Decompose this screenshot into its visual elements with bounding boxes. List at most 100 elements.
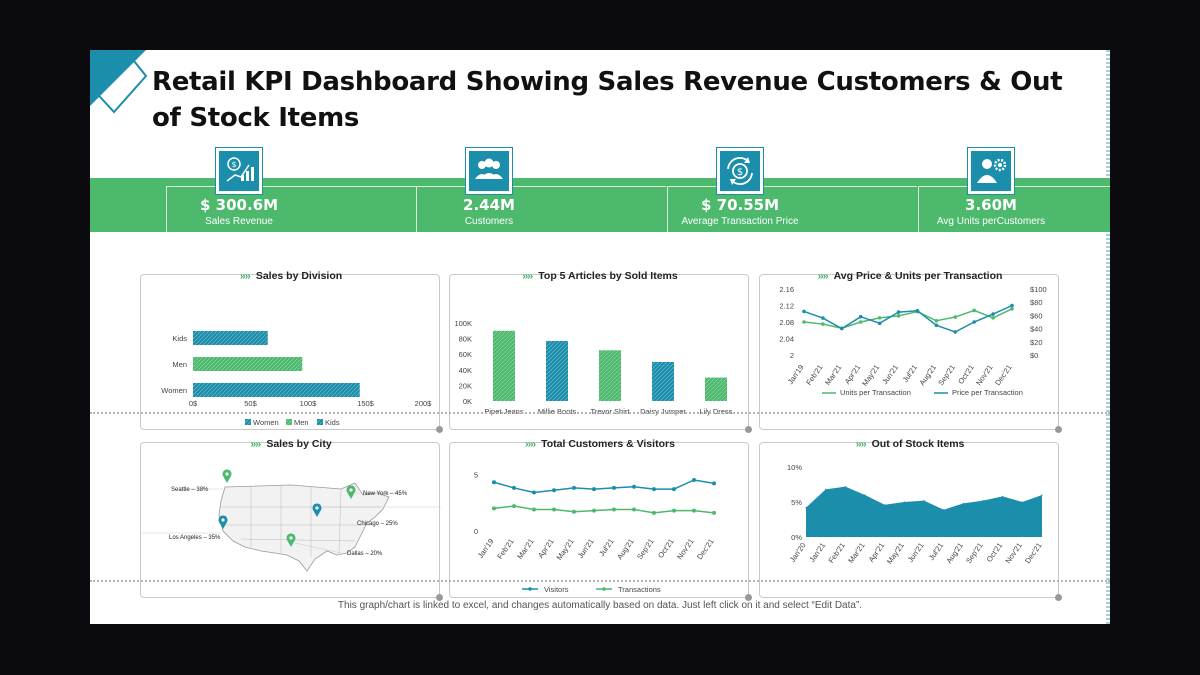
map-pin-icon: [222, 469, 232, 483]
data-point: [802, 320, 806, 324]
tick-label: 0%: [791, 533, 802, 542]
kpi-sales-revenue: $ $ 300.6M Sales Revenue: [166, 148, 416, 232]
data-point: [492, 506, 496, 511]
tick-label: 20K: [459, 381, 472, 390]
category-label: Dec'21: [1023, 541, 1044, 565]
category-label: Oct'21: [985, 541, 1005, 564]
articles-bar-chart: 0K 20K 40K 60K 80K 100K Pipet Jeans Millie Boot…: [454, 319, 733, 416]
data-point: [962, 502, 964, 504]
category-label: Lily Dress: [700, 407, 733, 416]
data-point: [991, 312, 995, 316]
map-pin-icon: [218, 515, 228, 529]
bar: [652, 362, 674, 401]
data-point: [934, 318, 939, 323]
data-point: [652, 510, 656, 515]
category-label: Kids: [172, 334, 187, 343]
category-label: Trevor Shirt: [591, 407, 631, 416]
separator: [90, 412, 1110, 414]
data-point: [672, 508, 676, 513]
tick-label: 50$: [244, 399, 257, 408]
tick-label: 0$: [189, 399, 198, 408]
chart-title: Out of Stock Items: [871, 438, 965, 450]
data-point: [712, 481, 716, 486]
data-point: [712, 510, 716, 515]
data-point: [982, 500, 984, 502]
legend-entry: Visitors: [544, 585, 569, 594]
state-border: [338, 488, 342, 554]
category-label: Apr'21: [536, 537, 556, 560]
data-point: [692, 478, 696, 482]
data-point: [821, 316, 825, 320]
category-label: Jan'19: [786, 363, 806, 386]
category-label: May'21: [885, 541, 906, 566]
tick-label: 5%: [791, 498, 802, 507]
data-point: [1010, 303, 1014, 308]
map-pin-icon: [312, 503, 322, 517]
bar: [599, 350, 621, 401]
category-label: May'21: [555, 537, 576, 562]
city-label: Seattle – 38%: [171, 487, 209, 493]
category-label: Nov'21: [675, 537, 696, 561]
tick-label: 100K: [454, 319, 472, 328]
bar: [546, 340, 568, 401]
data-point: [821, 322, 825, 326]
bar: [193, 357, 303, 371]
category-label: Aug'21: [615, 537, 636, 561]
category-label: Nov'21: [1003, 541, 1024, 565]
state-border: [240, 538, 356, 542]
category-label: Mar'21: [823, 363, 843, 387]
category-label: May'21: [860, 363, 881, 388]
category-label: Jun'21: [880, 363, 900, 386]
data-point: [532, 507, 536, 512]
category-label: Jan'19: [476, 537, 496, 560]
data-point: [953, 330, 958, 334]
legend-marker: [528, 587, 532, 591]
data-point: [512, 485, 516, 490]
legend-entry: Units per Transaction: [840, 388, 911, 397]
chart-title: Top 5 Articles by Sold Items: [538, 270, 678, 282]
legend-swatch: [245, 419, 251, 425]
tick-label: $0: [1030, 351, 1038, 360]
series-line: [493, 479, 715, 494]
category-label: Mar'21: [515, 537, 535, 561]
area-series: [806, 486, 1042, 537]
bar: [193, 383, 360, 397]
legend-entry: Men: [294, 418, 309, 427]
kpi-label: Average Transaction Price: [681, 216, 799, 227]
tick-label: 5: [474, 470, 478, 479]
tick-label: 200$: [415, 399, 433, 408]
data-point: [903, 501, 905, 503]
category-label: Sep'21: [635, 537, 656, 561]
category-label: Jun'21: [576, 537, 596, 560]
category-label: Pipet Jeans: [484, 407, 523, 416]
data-point: [844, 486, 846, 488]
svg-text:$: $: [737, 167, 743, 178]
data-point: [805, 507, 807, 509]
map-pin-hole: [221, 518, 225, 522]
map-pin-hole: [349, 488, 353, 492]
tick-label: $60: [1030, 311, 1043, 320]
city-label: Dallas – 20%: [347, 551, 383, 557]
arrows-icon: ››››: [855, 438, 867, 450]
kpi-value: $ 70.55M: [700, 196, 780, 214]
money-chart-icon: $: [216, 148, 262, 194]
tick-label: $40: [1030, 325, 1043, 334]
person-gear-icon: [968, 148, 1014, 194]
data-point: [953, 315, 958, 319]
legend-marker: [602, 587, 606, 591]
data-point: [592, 508, 596, 513]
series-line: [803, 304, 1013, 333]
category-label: Jan'21: [807, 541, 827, 564]
data-point: [991, 316, 995, 320]
tick-label: 2.16: [779, 285, 794, 294]
data-point: [1021, 501, 1023, 503]
data-point: [972, 320, 976, 324]
data-point: [858, 314, 863, 319]
category-label: Jul'21: [927, 541, 945, 562]
data-point: [1002, 495, 1004, 497]
tick-label: 2: [790, 351, 794, 360]
category-label: Mar'21: [846, 541, 866, 565]
dollar-cycle-icon: $: [717, 148, 763, 194]
category-label: Jul'21: [597, 537, 615, 558]
